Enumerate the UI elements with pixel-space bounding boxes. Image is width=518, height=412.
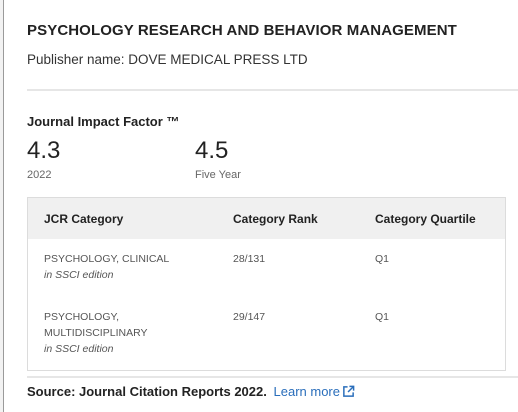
column-header-category: JCR Category — [44, 212, 124, 226]
category-name: PSYCHOLOGY, CLINICAL — [44, 253, 170, 265]
table-header-row: JCR Category Category Rank Category Quar… — [28, 198, 505, 239]
table-cell-rank: 29/147 — [233, 311, 266, 323]
category-name-line1: PSYCHOLOGY, — [44, 311, 120, 323]
impact-factor-heading: Journal Impact Factor ™ — [27, 114, 180, 129]
impact-factor-2022: 4.3 2022 — [27, 137, 61, 182]
journal-card: PSYCHOLOGY RESEARCH AND BEHAVIOR MANAGEM… — [3, 0, 518, 412]
metric-label: 2022 — [27, 169, 52, 181]
external-link-icon — [343, 385, 355, 397]
publisher-name: Publisher name: DOVE MEDICAL PRESS LTD — [27, 52, 308, 67]
jcr-category-table: JCR Category Category Rank Category Quar… — [27, 197, 506, 371]
table-cell-category: PSYCHOLOGY, MULTIDISCIPLINARY in SSCI ed… — [44, 309, 147, 357]
learn-more-label: Learn more — [273, 384, 340, 399]
category-edition: in SSCI edition — [44, 269, 114, 281]
source-label: Source: Journal Citation Reports — [27, 384, 231, 399]
table-cell-category: PSYCHOLOGY, CLINICAL in SSCI edition — [44, 251, 169, 283]
journal-title: PSYCHOLOGY RESEARCH AND BEHAVIOR MANAGEM… — [27, 22, 457, 39]
metric-value: 4.5 — [195, 137, 229, 164]
column-header-rank: Category Rank — [233, 212, 318, 226]
source-year: 2022. — [234, 384, 267, 399]
metric-label: Five Year — [195, 169, 241, 181]
metric-value: 4.3 — [27, 137, 61, 164]
source-line: Source: Journal Citation Reports 2022. L… — [27, 384, 355, 399]
category-edition: in SSCI edition — [44, 343, 114, 355]
learn-more-link[interactable]: Learn more — [274, 384, 355, 399]
table-cell-quartile: Q1 — [375, 253, 390, 265]
table-cell-rank: 28/131 — [233, 253, 266, 265]
column-header-quartile: Category Quartile — [375, 212, 476, 226]
category-name-line2: MULTIDISCIPLINARY — [44, 327, 148, 339]
impact-factor-five-year: 4.5 Five Year — [195, 137, 241, 182]
divider — [27, 376, 518, 378]
table-cell-quartile: Q1 — [375, 311, 390, 323]
divider — [27, 89, 518, 91]
